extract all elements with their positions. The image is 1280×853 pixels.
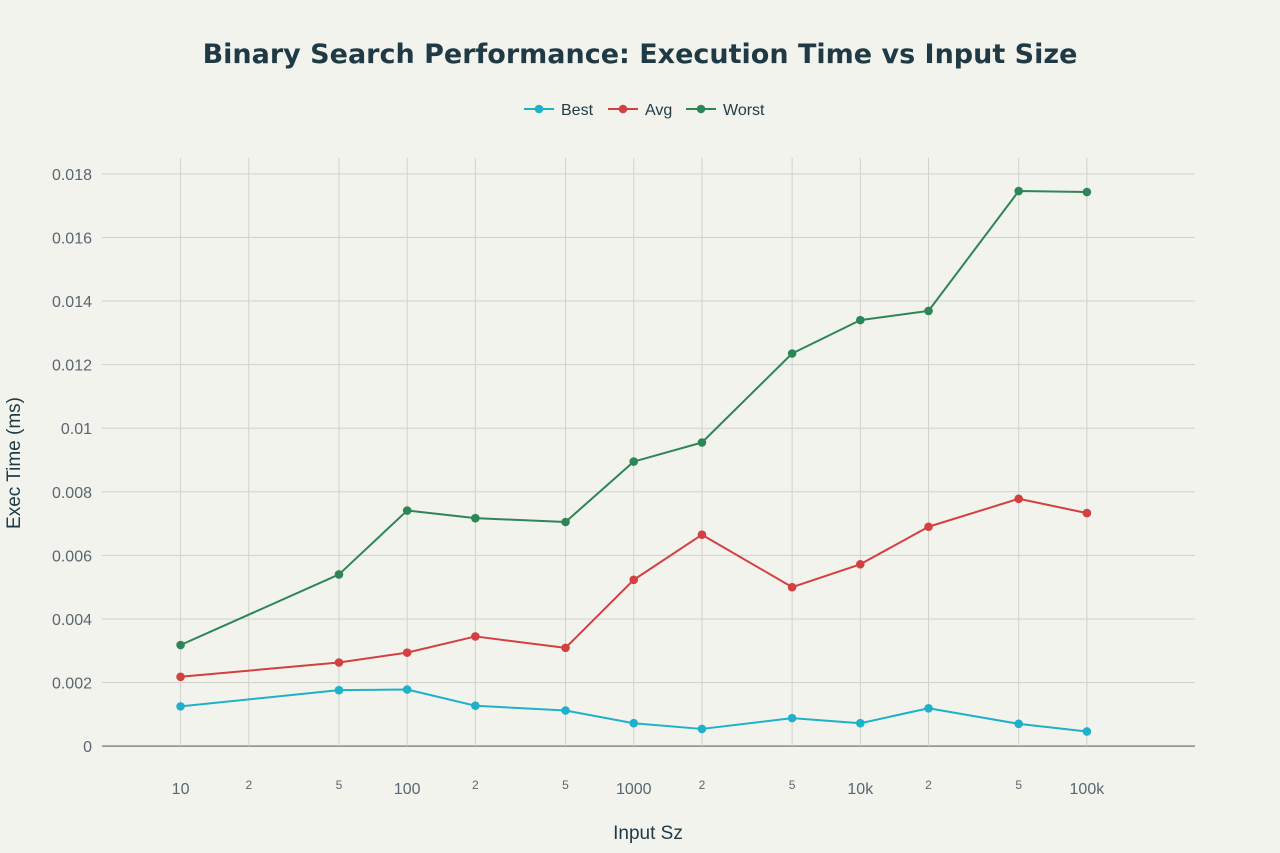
x-tick-label: 1000: [616, 781, 652, 798]
y-axis-ticks: 0 0.002 0.004 0.006 0.008 0.01 0.012 0.014 0.016…: [52, 167, 92, 756]
data-point-best: [334, 685, 344, 695]
data-point-worst: [471, 513, 480, 523]
y-tick-label: 0.018: [52, 167, 92, 184]
data-point-best: [856, 718, 865, 728]
series-line-avg: [180, 497, 1088, 678]
y-tick-label: 0.014: [52, 294, 92, 311]
x-minor-tick-label: 5: [789, 778, 796, 792]
x-tick-label: 100k: [1070, 781, 1106, 798]
data-point-worst: [787, 349, 797, 358]
y-tick-label: 0.016: [52, 230, 92, 247]
x-tick-label: 10: [172, 781, 190, 798]
grid: [102, 158, 1195, 747]
legend[interactable]: Best Avg Worst: [524, 102, 765, 119]
data-point-avg: [1014, 494, 1023, 504]
legend-item-best[interactable]: Best: [524, 102, 594, 119]
data-point-best: [1082, 727, 1092, 736]
x-axis-title: Input Sz: [613, 823, 683, 844]
plot-series: [176, 186, 1092, 736]
y-tick-label: 0.008: [52, 485, 92, 502]
data-point-best: [561, 706, 570, 715]
x-minor-tick-label: 5: [1015, 778, 1022, 792]
data-point-best: [1014, 719, 1023, 729]
series-line-best: [180, 688, 1088, 733]
legend-item-avg[interactable]: Avg: [608, 102, 672, 119]
data-point-worst: [176, 640, 185, 650]
x-minor-tick-label: 2: [472, 778, 479, 792]
data-point-worst: [856, 315, 865, 325]
data-point-worst: [561, 517, 570, 527]
data-point-worst: [402, 506, 412, 515]
data-point-best: [471, 701, 480, 711]
chart-title: Binary Search Performance: Execution Tim…: [203, 39, 1078, 70]
data-point-best: [924, 703, 933, 713]
legend-label-avg: Avg: [645, 102, 672, 119]
x-tick-label: 100: [394, 781, 421, 798]
data-point-avg: [176, 672, 185, 682]
data-point-avg: [402, 648, 412, 657]
data-point-avg: [334, 658, 344, 667]
data-point-best: [629, 718, 639, 728]
legend-label-worst: Worst: [723, 102, 765, 119]
data-point-best: [787, 713, 797, 723]
data-point-avg: [856, 559, 865, 569]
x-minor-tick-label: 5: [562, 778, 569, 792]
data-point-worst: [334, 570, 344, 579]
y-tick-label: 0: [83, 739, 92, 756]
data-point-avg: [471, 632, 480, 641]
y-axis-title: Exec Time (ms): [4, 397, 25, 529]
data-point-worst: [1014, 186, 1023, 196]
data-point-worst: [924, 306, 933, 316]
y-tick-label: 0.01: [61, 421, 92, 438]
data-point-worst: [1082, 187, 1092, 197]
y-tick-label: 0.012: [52, 358, 92, 375]
x-minor-tick-label: 2: [699, 778, 706, 792]
x-minor-tick-label: 5: [336, 778, 343, 792]
y-tick-label: 0.006: [52, 548, 92, 565]
legend-marker-avg: [618, 104, 628, 114]
legend-label-best: Best: [561, 102, 594, 119]
data-point-best: [697, 724, 707, 734]
data-point-avg: [1082, 508, 1092, 518]
x-minor-tick-label: 2: [245, 778, 252, 792]
series-line-worst: [180, 190, 1087, 646]
legend-marker-best: [534, 104, 544, 114]
data-point-best: [176, 702, 185, 711]
data-point-best: [402, 685, 412, 694]
x-minor-tick-label: 2: [925, 778, 932, 792]
data-point-worst: [629, 457, 639, 466]
data-point-worst: [697, 438, 707, 447]
legend-marker-worst: [696, 104, 706, 114]
x-tick-label: 10k: [847, 781, 874, 798]
legend-item-worst[interactable]: Worst: [686, 102, 765, 119]
data-point-avg: [924, 522, 933, 532]
data-point-avg: [629, 575, 639, 585]
y-tick-label: 0.004: [52, 612, 92, 629]
data-point-avg: [561, 643, 570, 653]
data-point-avg: [787, 582, 797, 592]
data-point-avg: [697, 530, 707, 540]
x-axis-ticks: 10 2 5 100 2 5 1000 2 5 10k 2 5 100k: [172, 778, 1106, 798]
y-tick-label: 0.002: [52, 676, 92, 693]
